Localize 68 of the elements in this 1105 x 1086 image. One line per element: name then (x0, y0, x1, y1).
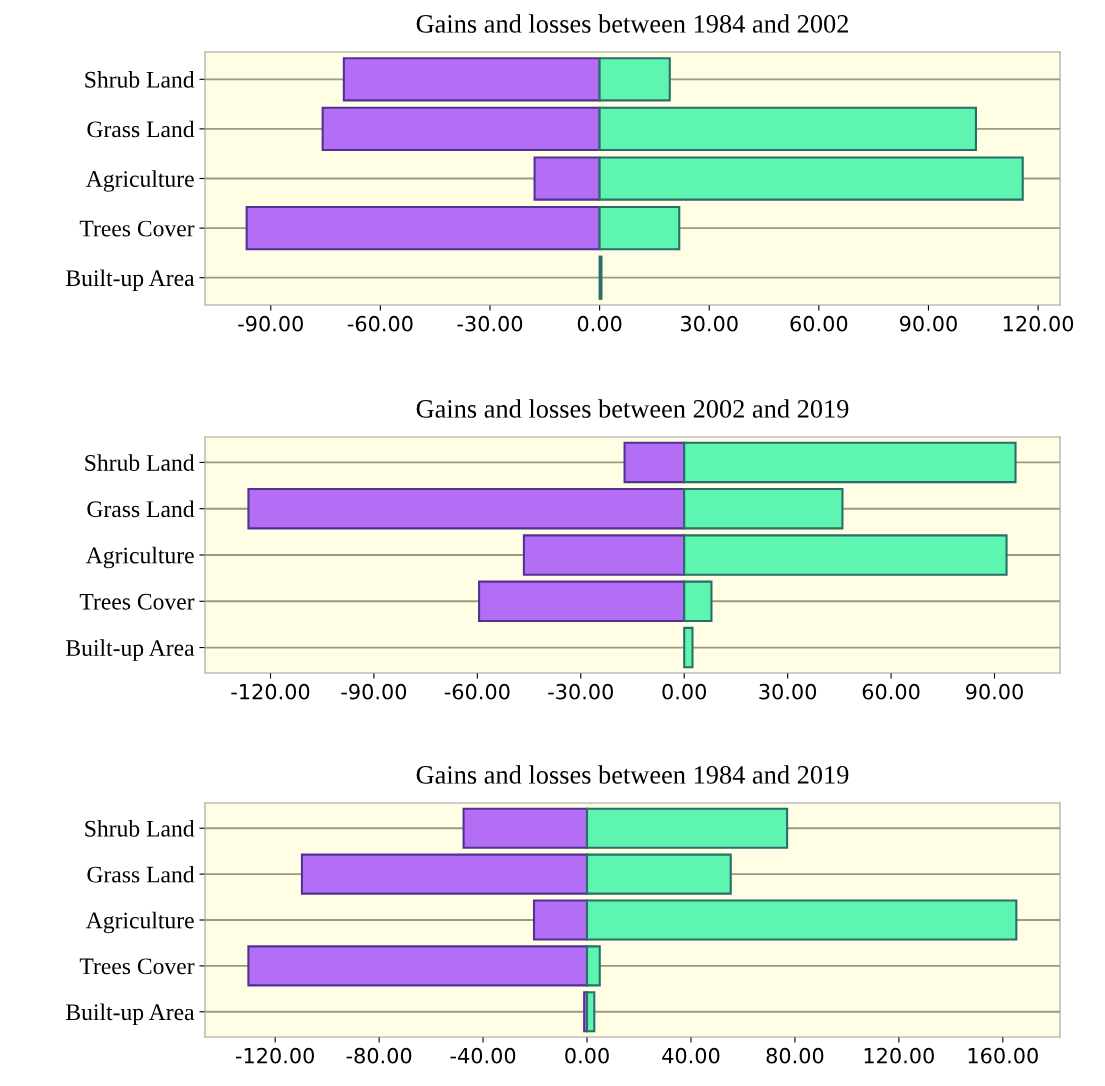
x-tick-label: -60.00 (444, 683, 510, 700)
bar (683, 626, 694, 669)
x-tick-label: -80.00 (346, 1047, 412, 1064)
x-tick-label: -40.00 (450, 1047, 516, 1064)
y-tick-label: Trees Cover (79, 958, 195, 975)
y-tick-label: Trees Cover (79, 593, 195, 610)
bar (247, 945, 589, 987)
bar (585, 899, 1018, 941)
bar (585, 991, 596, 1033)
bar (623, 441, 686, 484)
y-tick-label: Built-up Area (66, 269, 195, 291)
x-tick-label: 30.00 (681, 315, 738, 332)
y-tick-label: Agriculture (85, 911, 194, 934)
x-tick-label: -30.00 (548, 683, 613, 700)
x-tick-label: 80.00 (766, 1047, 824, 1064)
bar (478, 580, 686, 622)
x-tick-label: 0.00 (662, 683, 707, 700)
bar (598, 205, 681, 251)
x-tick-label: -90.00 (238, 315, 303, 332)
bar (245, 205, 601, 251)
bar (522, 534, 686, 576)
x-tick-label: 60.00 (790, 315, 848, 332)
bar (462, 807, 589, 849)
bar (533, 156, 601, 201)
y-tick-label: Shrub Land (85, 71, 195, 88)
y-tick-label: Grass Land (87, 500, 195, 518)
y-tick-label: Shrub Land (85, 820, 195, 837)
bar (585, 807, 789, 849)
bar (598, 156, 1024, 201)
x-tick-label: -120.00 (231, 683, 310, 700)
x-tick-label: -90.00 (341, 683, 407, 700)
bar (247, 488, 686, 530)
y-tick-label: Grass Land (87, 120, 195, 138)
chart-title: Gains and losses between 1984 and 2019 (416, 765, 849, 784)
bar (683, 441, 1017, 484)
bar (321, 106, 601, 152)
y-tick-label: Grass Land (87, 865, 195, 883)
x-tick-label: -30.00 (457, 315, 523, 332)
x-tick-label: -120.00 (235, 1047, 314, 1064)
bar (598, 106, 977, 152)
x-tick-label: 30.00 (759, 683, 817, 700)
bar (532, 899, 589, 941)
bar (683, 534, 1008, 576)
y-tick-label: Trees Cover (79, 220, 195, 237)
x-tick-label: 120.00 (864, 1047, 934, 1064)
x-tick-label: 40.00 (662, 1047, 720, 1064)
bar (300, 853, 589, 895)
chart-title: Gains and losses between 1984 and 2002 (416, 14, 848, 33)
x-tick-label: 120.00 (1003, 315, 1074, 332)
chart-title: Gains and losses between 2002 and 2019 (416, 399, 849, 418)
bar (598, 57, 671, 102)
x-tick-label: 160.00 (968, 1047, 1038, 1064)
x-tick-label: -60.00 (347, 315, 413, 332)
bar (585, 945, 601, 987)
y-tick-label: Built-up Area (66, 1003, 195, 1025)
y-tick-label: Agriculture (85, 170, 194, 192)
bar (683, 488, 844, 530)
x-tick-label: 0.00 (577, 315, 622, 332)
y-tick-label: Shrub Land (85, 454, 195, 471)
y-tick-label: Agriculture (85, 546, 194, 569)
bar (683, 580, 713, 622)
x-tick-label: 90.00 (965, 683, 1023, 700)
y-tick-label: Built-up Area (66, 639, 195, 661)
x-tick-label: 0.00 (565, 1047, 609, 1064)
bar (585, 853, 732, 895)
x-tick-label: 90.00 (899, 315, 957, 332)
bar (342, 57, 601, 102)
x-tick-label: 60.00 (862, 683, 920, 700)
